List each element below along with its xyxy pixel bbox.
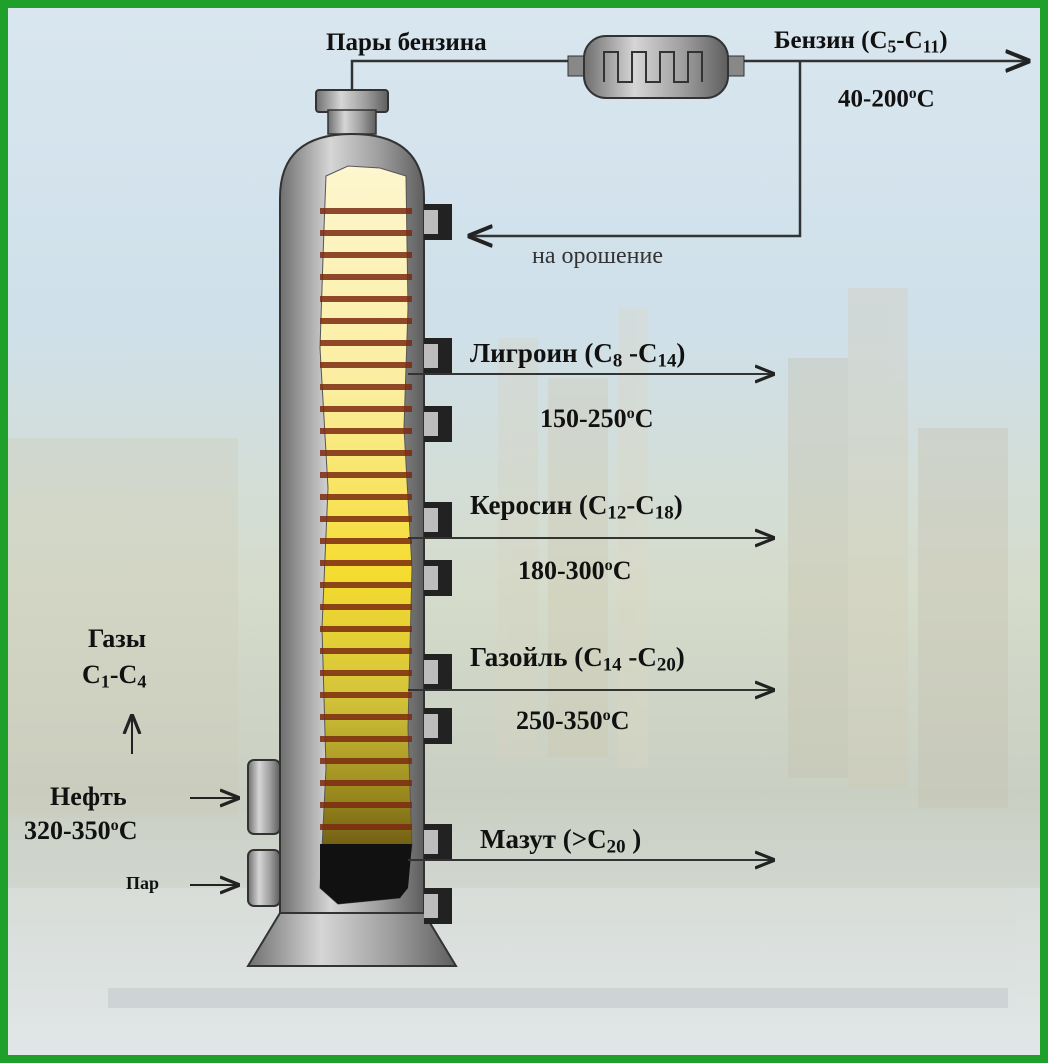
column-tray xyxy=(320,406,412,412)
column-tray xyxy=(320,208,412,214)
column-tray xyxy=(320,296,412,302)
flange-face xyxy=(424,412,438,436)
refinery-silhouette xyxy=(8,288,1040,1055)
column-tray xyxy=(320,714,412,720)
gasoline-label: Бензин (C5-C11) xyxy=(774,27,948,57)
column-tray xyxy=(320,450,412,456)
condenser xyxy=(567,35,745,99)
gasoil-temp: 250-350oC xyxy=(516,706,630,735)
flange-face xyxy=(424,714,438,738)
gasoline-temp: 40-200oC xyxy=(838,85,935,113)
column-tray xyxy=(320,384,412,390)
column-tray xyxy=(320,362,412,368)
refinery-background: Пары бензина Бензин (C5-C11) 40-200oC на… xyxy=(8,8,1040,1055)
feed-inlets xyxy=(247,759,281,907)
steam-label: Пар xyxy=(126,873,160,893)
gases-formula: C1-C4 xyxy=(82,660,147,692)
column-tray xyxy=(320,428,412,434)
column-tray xyxy=(320,758,412,764)
gases-title: Газы xyxy=(88,624,147,653)
naphtha-temp: 150-250oC xyxy=(540,404,654,433)
column-tray xyxy=(320,692,412,698)
column-tray xyxy=(320,802,412,808)
condenser-piping xyxy=(350,61,1028,236)
naphtha-label: Лигроин (C8 -C14) xyxy=(470,338,686,372)
column-tray xyxy=(320,648,412,654)
column-tray xyxy=(320,670,412,676)
column-tray xyxy=(320,230,412,236)
flange-face xyxy=(424,508,438,532)
column-tray xyxy=(320,604,412,610)
vapors-label: Пары бензина xyxy=(326,29,487,56)
distillation-column xyxy=(246,89,458,967)
kerosene-label: Керосин (C12-C18) xyxy=(470,490,683,524)
column-tray xyxy=(320,538,412,544)
column-tray xyxy=(320,736,412,742)
flange-face xyxy=(424,344,438,368)
flange-face xyxy=(424,660,438,684)
reflux-label: на орошение xyxy=(532,243,663,269)
column-tray xyxy=(320,472,412,478)
column-tray xyxy=(320,516,412,522)
distillation-diagram xyxy=(8,35,1040,1055)
flange-face xyxy=(424,894,438,918)
column-tray xyxy=(320,560,412,566)
gasoil-label: Газойль (C14 -C20) xyxy=(470,642,685,676)
product-outlets xyxy=(408,374,773,860)
feed-temp: 320-350oC xyxy=(24,816,138,845)
column-tray xyxy=(320,626,412,632)
feed-label: Нефть xyxy=(50,782,127,811)
flange-face xyxy=(424,566,438,590)
column-tray xyxy=(320,780,412,786)
flange-face xyxy=(424,210,438,234)
column-tray xyxy=(320,274,412,280)
column-tray xyxy=(320,494,412,500)
column-tray xyxy=(320,340,412,346)
fuel-oil-label: Мазут (>C20 ) xyxy=(480,824,642,858)
draw-off-flanges xyxy=(424,204,452,924)
column-tray xyxy=(320,318,412,324)
column-tray xyxy=(320,252,412,258)
kerosene-temp: 180-300oC xyxy=(518,556,632,585)
feed-arrows xyxy=(132,716,238,885)
column-tray xyxy=(320,824,412,830)
column-tray xyxy=(320,582,412,588)
flange-face xyxy=(424,830,438,854)
column-trays xyxy=(320,208,412,830)
